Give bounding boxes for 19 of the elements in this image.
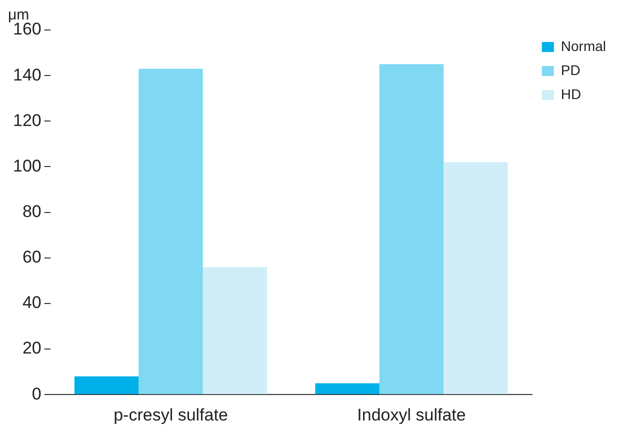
x-tick-label: p-cresyl sulfate — [114, 405, 228, 424]
y-tick-label: 120 — [12, 110, 42, 130]
y-tick-label: 140 — [12, 65, 42, 84]
bar — [74, 376, 139, 394]
bar — [315, 383, 380, 394]
legend-label: Normal — [560, 38, 606, 54]
bar — [379, 64, 444, 394]
y-tick-label: 0 — [32, 384, 42, 404]
y-tick-label: 60 — [22, 248, 42, 267]
bar — [202, 266, 268, 394]
y-tick-label: 100 — [12, 156, 42, 176]
bar — [138, 68, 203, 394]
legend-label: HD — [560, 86, 582, 102]
bar — [444, 162, 508, 394]
legend-label: PD — [560, 62, 580, 78]
x-tick-label: Indoxyl sulfate — [357, 405, 466, 424]
y-tick-label: 40 — [22, 293, 42, 312]
y-tick-label: 80 — [22, 202, 42, 221]
y-tick-label: 20 — [22, 338, 42, 358]
